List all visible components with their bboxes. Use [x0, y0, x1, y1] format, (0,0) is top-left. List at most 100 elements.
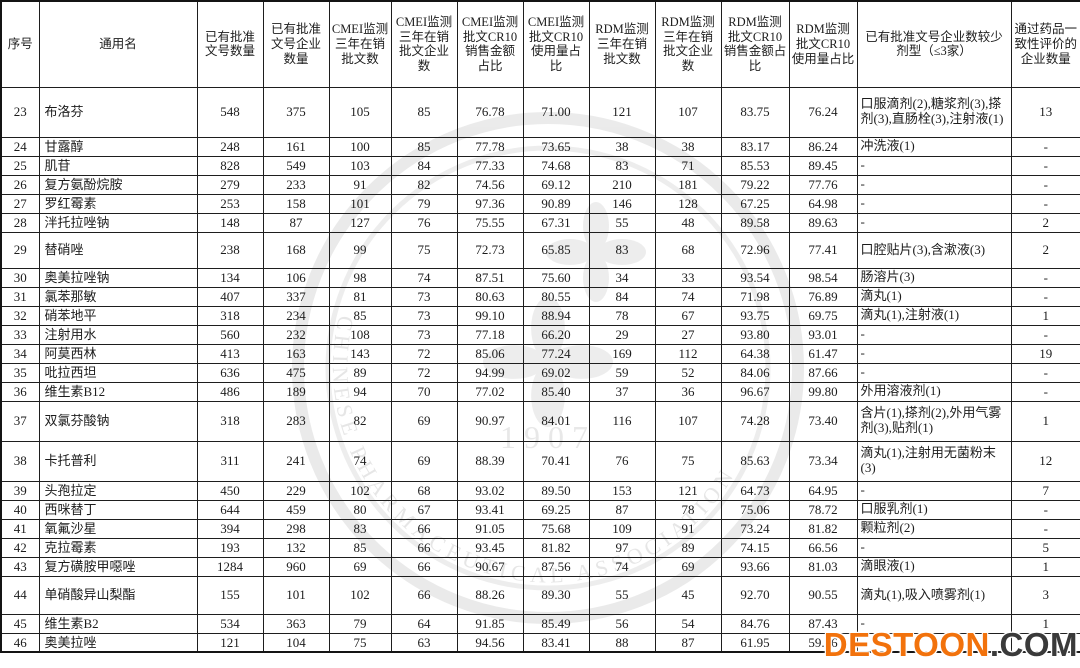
data-cell: 38 [654, 136, 722, 157]
data-cell: 85.63 [720, 440, 790, 482]
data-cell: 74 [588, 556, 656, 577]
dosage-form-cell: 冲洗液(1) [856, 136, 1012, 157]
data-cell: 37 [588, 381, 656, 402]
row-number-cell: 39 [0, 480, 40, 501]
data-cell: 98.54 [788, 267, 858, 288]
data-cell: 66 [390, 518, 458, 539]
data-cell: 77.78 [456, 136, 524, 157]
data-cell: 311 [196, 440, 264, 482]
row-number-cell: 28 [0, 212, 40, 233]
table-row: 46 奥美拉唑 121 104 75 63 94.56 83.41 88 87 61.95 59.86… [0, 632, 1080, 653]
data-cell: 91 [328, 174, 392, 195]
data-cell: 101 [262, 575, 330, 615]
data-cell: 27 [654, 324, 722, 345]
data-cell: 75.60 [522, 267, 590, 288]
data-cell: 93.66 [720, 556, 790, 577]
table-row: 32 硝苯地平 318 234 85 73 99.10 88.94 78 67 93.75 69.75… [0, 305, 1080, 326]
data-cell: 548 [196, 86, 264, 138]
data-cell: 54 [654, 613, 722, 634]
data-cell: 101 [328, 193, 392, 214]
row-number-cell: 30 [0, 267, 40, 288]
row-number-cell: 34 [0, 343, 40, 364]
data-cell: 107 [654, 400, 722, 442]
data-cell: 238 [196, 231, 264, 269]
data-cell: 102 [328, 575, 392, 615]
column-header-1: 序号 [0, 0, 40, 88]
drug-name-cell: 双氯芬酸钠 [38, 400, 198, 442]
dosage-form-cell: - [856, 343, 1012, 364]
data-cell: 253 [196, 193, 264, 214]
data-cell: 85.53 [720, 155, 790, 176]
data-cell: 134 [196, 267, 264, 288]
data-cell: 87 [262, 212, 330, 233]
data-cell: 143 [328, 343, 392, 364]
data-cell: 161 [262, 136, 330, 157]
data-cell: 68 [390, 480, 458, 501]
row-number-cell: 36 [0, 381, 40, 402]
dosage-form-cell: 口服乳剂(1) [856, 499, 1012, 520]
data-cell: 19 [1010, 343, 1080, 364]
data-cell: 61.95 [720, 632, 790, 653]
data-cell: - [1010, 286, 1080, 307]
data-cell: 132 [262, 537, 330, 558]
data-cell: 76 [588, 440, 656, 482]
data-cell: 413 [196, 343, 264, 364]
row-number-cell: 44 [0, 575, 40, 615]
drug-name-cell: 泮托拉唑钠 [38, 212, 198, 233]
data-cell: 78 [654, 499, 722, 520]
data-cell: - [1010, 155, 1080, 176]
data-cell: 66.20 [522, 324, 590, 345]
dosage-form-cell: 口服滴剂(2),糖浆剂(3),搽剂(3),直肠栓(3),注射液(1) [856, 86, 1012, 138]
column-header-13: 已有批准文号企业数较少剂型（≤3家） [856, 0, 1012, 88]
data-cell: 59 [588, 362, 656, 383]
row-number-cell: 40 [0, 499, 40, 520]
data-cell: 67.31 [522, 212, 590, 233]
row-number-cell: 25 [0, 155, 40, 176]
dosage-form-cell: - [856, 155, 1012, 176]
data-cell: 90.67 [456, 556, 524, 577]
column-header-4: 已有批准文号企业数量 [262, 0, 330, 88]
data-cell: 486 [196, 381, 264, 402]
data-cell: 77.33 [456, 155, 524, 176]
data-cell: 73 [390, 286, 458, 307]
data-cell: 74 [654, 286, 722, 307]
header-row: 序号 通用名 已有批准文号数量 已有批准文号企业数量 CMEI监测三年在销批文数 CMEI… [0, 0, 1080, 88]
data-cell: 67 [654, 305, 722, 326]
data-cell: 644 [196, 499, 264, 520]
site-watermark-brand: DESTOON [823, 626, 990, 663]
data-cell: 85 [328, 305, 392, 326]
data-cell: 89.50 [522, 480, 590, 501]
data-cell: 116 [588, 400, 656, 442]
data-cell: 78.72 [788, 499, 858, 520]
data-cell: 234 [262, 305, 330, 326]
table-row: 30 奥美拉唑钠 134 106 98 74 87.51 75.60 34 33 93.54 98.5… [0, 267, 1080, 288]
data-cell: 72.96 [720, 231, 790, 269]
data-cell: 83.41 [522, 632, 590, 653]
data-cell: 5 [1010, 537, 1080, 558]
data-cell: 12 [1010, 440, 1080, 482]
table-row: 42 克拉霉素 193 132 85 66 93.45 81.82 97 89 74.15 66.56… [0, 537, 1080, 558]
data-cell: 93.75 [720, 305, 790, 326]
data-cell: 83 [588, 231, 656, 269]
data-cell: 90.55 [788, 575, 858, 615]
dosage-form-cell: 肠溶片(3) [856, 267, 1012, 288]
data-cell: - [1010, 362, 1080, 383]
data-cell: 169 [588, 343, 656, 364]
data-cell: 74 [328, 440, 392, 482]
data-cell: 36 [654, 381, 722, 402]
data-cell: 90.89 [522, 193, 590, 214]
data-cell: 91.05 [456, 518, 524, 539]
data-cell: 74.56 [456, 174, 524, 195]
data-cell: 64.95 [788, 480, 858, 501]
drug-name-cell: 甘露醇 [38, 136, 198, 157]
data-cell: 93.80 [720, 324, 790, 345]
data-cell: 168 [262, 231, 330, 269]
drug-name-cell: 奥美拉唑 [38, 632, 198, 653]
table-row: 27 罗红霉素 253 158 101 79 97.36 90.89 146 128 67.25 64… [0, 193, 1080, 214]
data-cell: 74.15 [720, 537, 790, 558]
column-header-11: RDM监测批文CR10销售金额占比 [720, 0, 790, 88]
data-cell: 100 [328, 136, 392, 157]
data-cell: 91.85 [456, 613, 524, 634]
data-cell: - [1010, 193, 1080, 214]
